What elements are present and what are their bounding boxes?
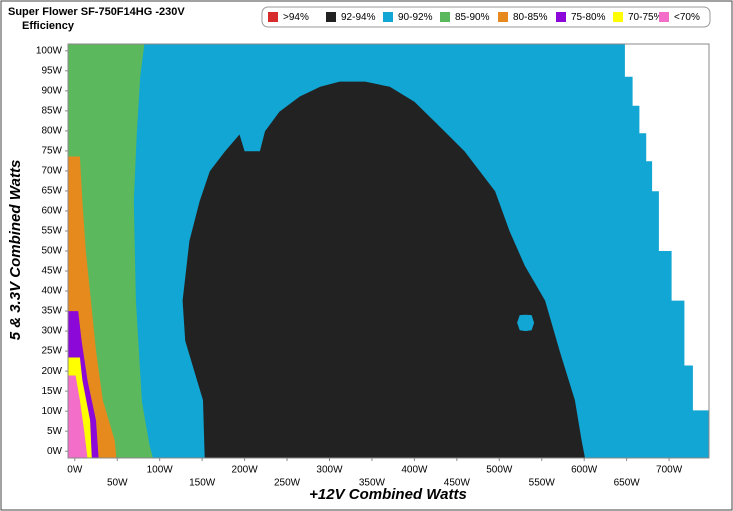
y-tick-label: 30W [41, 326, 62, 337]
legend-swatch [326, 12, 336, 22]
legend-label: 90-92% [398, 12, 433, 23]
y-tick-label: 40W [41, 286, 62, 297]
x-tick-label: 250W [274, 478, 301, 489]
legend-box [261, 6, 711, 28]
x-tick-label: 150W [189, 478, 216, 489]
legend-swatch [556, 12, 566, 22]
legend-swatch [268, 12, 278, 22]
x-tick-label: 50W [107, 478, 128, 489]
legend-label: <70% [674, 12, 700, 23]
legend-label: 85-90% [455, 12, 490, 23]
legend-label: 75-80% [571, 12, 606, 23]
legend-label: 92-94% [341, 12, 376, 23]
x-tick-label: 0W [67, 465, 83, 476]
y-tick-label: 75W [41, 146, 62, 157]
legend-label: >94% [283, 12, 309, 23]
legend-swatch [613, 12, 623, 22]
y-tick-label: 25W [41, 346, 62, 357]
x-tick-label: 200W [232, 465, 259, 476]
y-tick-label: 45W [41, 266, 62, 277]
y-tick-label: 60W [41, 206, 62, 217]
y-tick-label: 85W [41, 106, 62, 117]
y-axis-title: 5 & 3.3V Combined Watts [7, 160, 24, 341]
x-tick-label: 700W [656, 465, 683, 476]
legend-label: 70-75% [628, 12, 663, 23]
legend-swatch [440, 12, 450, 22]
y-tick-label: 5W [47, 426, 63, 437]
x-tick-label: 550W [529, 478, 556, 489]
legend-swatch [383, 12, 393, 22]
y-tick-label: 15W [41, 386, 62, 397]
x-tick-label: 300W [316, 465, 343, 476]
chart-subtitle: Efficiency [22, 20, 75, 32]
y-tick-label: 20W [41, 366, 62, 377]
chart-title: Super Flower SF-750F14HG -230V [8, 6, 185, 18]
y-tick-label: 80W [41, 126, 62, 137]
efficiency-region [182, 81, 585, 458]
y-tick-label: 90W [41, 85, 62, 96]
legend-swatch [659, 12, 669, 22]
x-tick-label: 400W [401, 465, 428, 476]
x-axis-title: +12V Combined Watts [309, 486, 467, 503]
y-tick-label: 65W [41, 186, 62, 197]
legend-swatch [498, 12, 508, 22]
x-tick-label: 450W [444, 478, 471, 489]
x-tick-label: 500W [486, 465, 513, 476]
x-tick-label: 100W [147, 465, 174, 476]
x-tick-label: 650W [614, 478, 641, 489]
y-tick-label: 0W [47, 446, 63, 457]
plot-area [68, 44, 709, 458]
y-tick-label: 10W [41, 406, 62, 417]
y-tick-label: 50W [41, 246, 62, 257]
y-tick-label: 35W [41, 306, 62, 317]
y-tick-label: 70W [41, 166, 62, 177]
x-tick-label: 350W [359, 478, 386, 489]
legend-label: 80-85% [513, 12, 548, 23]
efficiency-region [68, 375, 88, 458]
y-tick-label: 95W [41, 65, 62, 76]
y-tick-label: 55W [41, 226, 62, 237]
x-tick-label: 600W [571, 465, 598, 476]
y-tick-label: 100W [36, 45, 63, 56]
